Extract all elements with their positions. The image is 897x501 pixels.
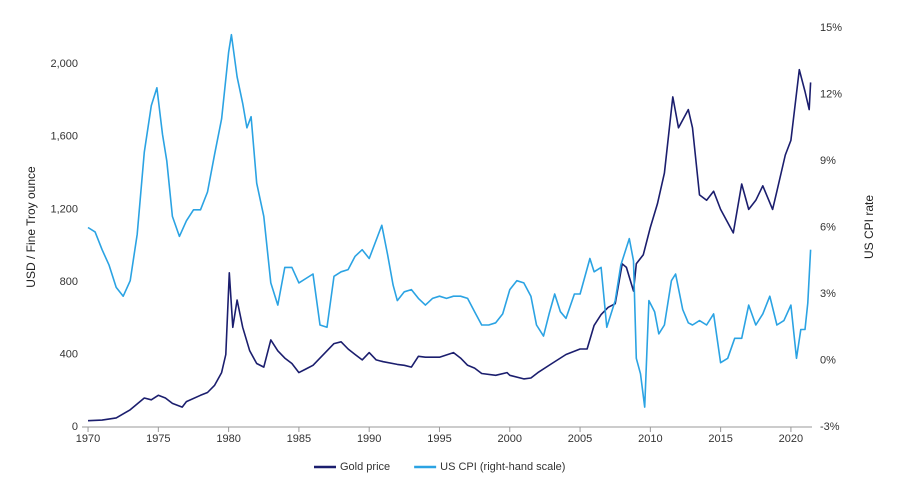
x-tick-label: 1985 (287, 433, 311, 445)
x-tick-label: 2000 (498, 433, 522, 445)
x-tick-label: 2020 (779, 433, 803, 445)
y2-tick-label: 6% (820, 221, 836, 233)
y2-tick-label: 9% (820, 155, 836, 167)
x-tick-label: 1995 (427, 433, 451, 445)
x-tick-label: 2010 (638, 433, 662, 445)
y-tick-label: 0 (72, 421, 78, 433)
y2-tick-label: 15% (820, 22, 842, 34)
x-tick-label: 2005 (568, 433, 592, 445)
legend-label: US CPI (right-hand scale) (440, 461, 565, 473)
y2-tick-label: 0% (820, 354, 836, 366)
y-axis-title: USD / Fine Troy ounce (24, 166, 38, 288)
series-line (87, 68, 812, 422)
y-tick-label: 800 (60, 276, 78, 288)
x-tick-label: 2015 (708, 433, 732, 445)
y2-tick-label: -3% (820, 421, 840, 433)
x-tick-label: 1970 (76, 433, 100, 445)
x-tick-label: 1990 (357, 433, 381, 445)
y2-tick-label: 12% (820, 88, 842, 100)
legend-label: Gold price (340, 461, 390, 473)
series-line (87, 33, 812, 408)
y2-axis-title: US CPI rate (862, 195, 876, 259)
y-tick-label: 2,000 (50, 58, 78, 70)
y-tick-label: 1,200 (50, 203, 78, 215)
y-tick-label: 1,600 (50, 131, 78, 143)
x-tick-label: 1975 (146, 433, 170, 445)
y-tick-label: 400 (60, 348, 78, 360)
y2-tick-label: 3% (820, 288, 836, 300)
x-tick-label: 1980 (216, 433, 240, 445)
